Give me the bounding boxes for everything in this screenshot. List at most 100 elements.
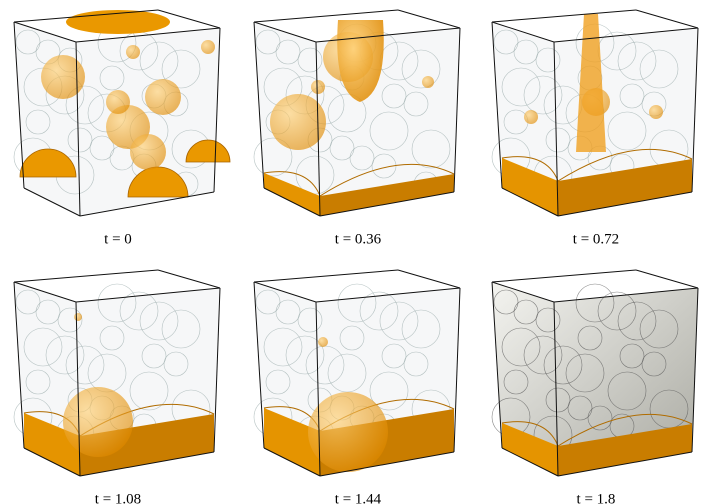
cube-edge <box>253 281 317 303</box>
cube-edge <box>397 9 461 29</box>
cell-boundary <box>493 29 519 55</box>
caption: t = 0.36 <box>335 231 382 247</box>
caption: t = 0.72 <box>573 231 619 247</box>
cell-boundary <box>523 75 563 115</box>
cube-edge <box>253 21 317 43</box>
cube-edge <box>79 191 215 217</box>
cell-boundary <box>641 351 667 377</box>
cube-edge <box>319 191 455 217</box>
cell-boundary <box>141 343 167 369</box>
panel: t = 1.44 <box>253 269 461 504</box>
cube-edge <box>13 281 25 449</box>
grain <box>74 313 82 321</box>
cube-edge <box>13 21 77 43</box>
cube-edge <box>635 269 699 289</box>
drop <box>337 20 384 102</box>
cube-edge <box>315 27 461 43</box>
cell-boundary <box>597 291 637 331</box>
panel: t = 0 <box>13 9 231 247</box>
cell-boundary <box>23 327 63 367</box>
cube-edge <box>75 41 81 217</box>
cell-boundary <box>297 307 323 333</box>
cell-boundary <box>513 39 539 65</box>
cube-edge <box>263 187 321 217</box>
cube-edge <box>213 287 221 453</box>
cube-edge <box>553 301 559 477</box>
cell-boundary <box>263 327 303 367</box>
cell-boundary <box>35 299 61 325</box>
liquid-front <box>502 423 558 476</box>
cube-edge <box>501 447 559 477</box>
liquid-surface <box>263 163 455 197</box>
cell-boundary <box>65 85 105 125</box>
cell-boundary <box>337 283 377 323</box>
cell-boundary <box>619 83 645 109</box>
cell-boundary <box>501 327 541 367</box>
cube-glass <box>254 22 460 216</box>
liquid-right <box>558 424 692 476</box>
cell-boundary <box>253 137 293 177</box>
liquid-right <box>320 174 454 216</box>
grain <box>145 79 181 115</box>
grain <box>308 392 388 472</box>
cell-boundary <box>619 343 645 369</box>
cell-boundary <box>607 111 647 151</box>
half-sphere <box>127 166 189 198</box>
cell-boundary <box>639 49 679 89</box>
cell-boundary <box>255 289 281 315</box>
grain <box>63 387 133 457</box>
grain <box>201 40 215 54</box>
cell-boundary <box>369 371 409 411</box>
cell-boundary <box>161 309 201 349</box>
cell-boundary <box>163 351 189 377</box>
cell-boundary <box>545 127 571 153</box>
cell-boundary <box>369 111 409 151</box>
cube-edge <box>75 287 221 303</box>
cell-boundary <box>503 369 529 395</box>
cell-boundary <box>65 345 105 385</box>
liquid-surface <box>501 413 693 447</box>
cell-boundary <box>265 369 291 395</box>
cube-edge <box>553 27 699 43</box>
liquid-right <box>558 159 692 216</box>
cell-boundary <box>513 299 539 325</box>
cell-boundary <box>587 405 613 431</box>
cube-edge <box>557 191 693 217</box>
cell-boundary <box>89 135 115 161</box>
neck <box>576 14 606 152</box>
cell-boundary <box>67 127 93 153</box>
cell-boundary <box>617 301 657 341</box>
cell-boundary <box>99 65 125 91</box>
cell-boundary <box>15 29 41 55</box>
cell-boundary <box>403 91 429 117</box>
cell-boundary <box>381 83 407 109</box>
cell-boundary <box>567 395 593 421</box>
cube-edge <box>23 447 81 477</box>
cube-edge <box>75 27 221 43</box>
grain <box>126 45 140 59</box>
cube-edge <box>553 287 699 303</box>
cell-boundary <box>255 29 281 55</box>
cell-boundary <box>129 371 169 411</box>
grain <box>524 110 538 124</box>
panel: t = 0.36 <box>253 9 461 247</box>
cell-boundary <box>139 301 179 341</box>
cell-boundary <box>119 291 159 331</box>
cell-boundary <box>275 39 301 65</box>
panel: t = 1.08 <box>13 269 221 504</box>
caption: t = 1.44 <box>335 491 382 504</box>
cell-boundary <box>523 335 563 375</box>
cube-edge <box>315 287 461 303</box>
liquid-surface <box>501 148 693 182</box>
cell-boundary <box>545 387 571 413</box>
cell-boundary <box>493 289 519 315</box>
cube-edge <box>253 21 265 189</box>
cube-edge <box>79 451 215 477</box>
cube-edge <box>157 9 221 29</box>
cube-edge <box>553 41 559 217</box>
panel: t = 1.8 <box>491 269 699 504</box>
grain <box>422 76 434 88</box>
cube-edge <box>397 269 461 289</box>
cube-edge <box>157 269 221 289</box>
